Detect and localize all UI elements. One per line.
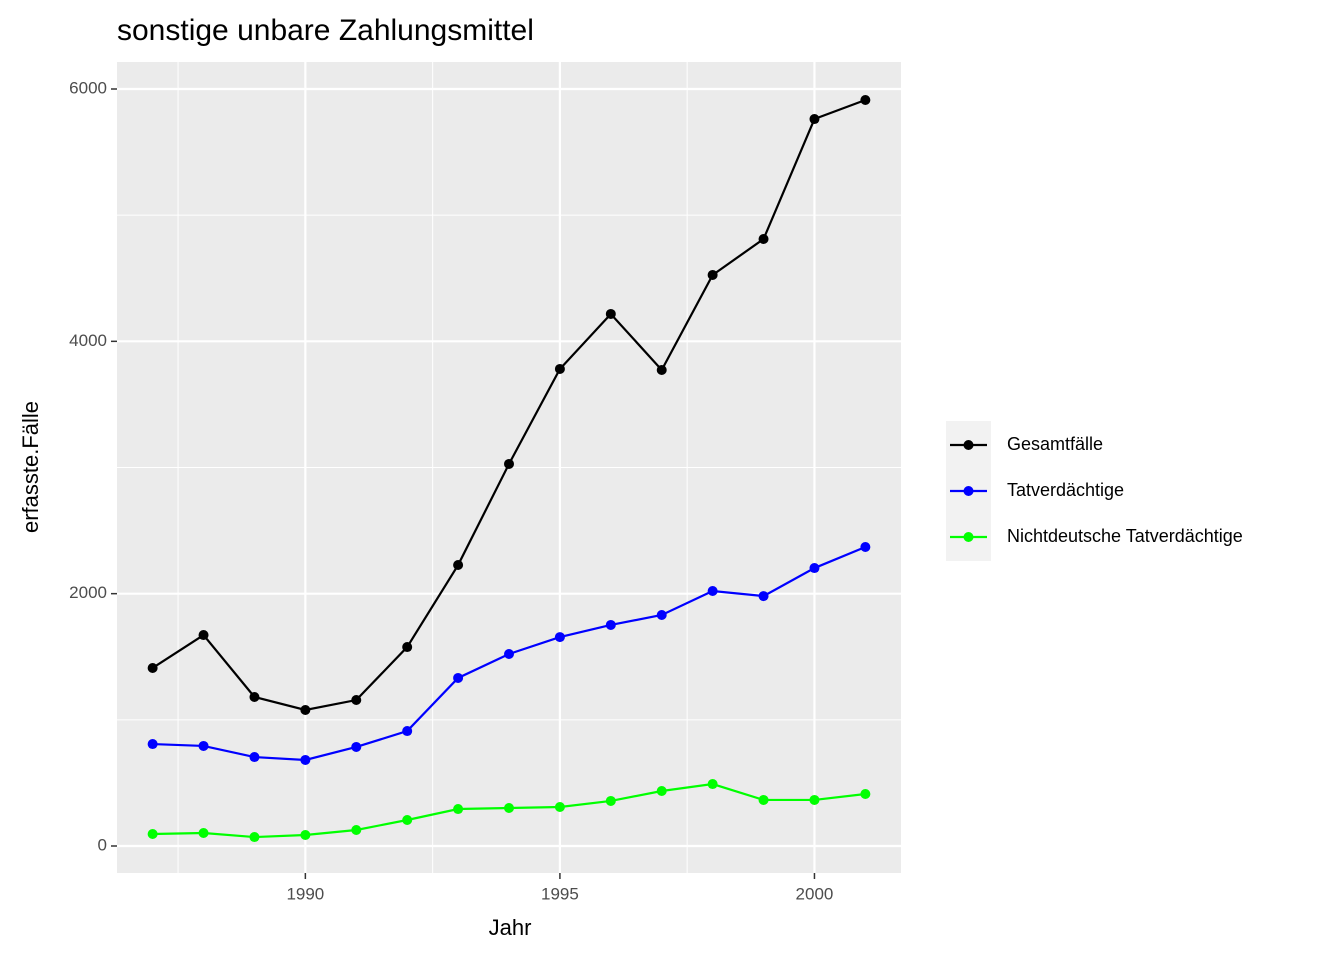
data-point [809,114,820,125]
data-point [249,752,260,763]
data-point [198,740,209,751]
data-point [402,642,413,653]
data-point [249,832,260,843]
data-point [351,824,362,835]
data-point [656,609,667,620]
y-tick-label: 6000 [69,78,107,97]
y-tick-label: 4000 [69,331,107,350]
y-tick-label: 0 [98,835,107,854]
data-point [351,741,362,752]
data-point [656,364,667,375]
data-point [147,829,158,840]
data-point [707,779,718,790]
data-point [147,739,158,750]
data-point [605,619,616,630]
legend-key-point [963,486,974,496]
x-tick-label: 2000 [796,884,834,903]
data-point [554,802,565,813]
data-point [504,458,514,469]
data-point [758,794,769,805]
data-point [554,632,565,643]
data-point [402,815,413,826]
x-tick-label: 1990 [286,884,324,903]
data-point [249,691,260,702]
legend-label: Nichtdeutsche Tatverdächtige [1007,526,1243,546]
data-point [707,586,718,597]
data-point [504,648,514,659]
data-point [758,234,769,245]
legend-label: Tatverdächtige [1007,480,1124,500]
data-point [707,269,718,280]
y-tick-label: 2000 [69,583,107,602]
data-point [605,308,616,319]
data-point [860,789,871,800]
legend-key-point [963,440,974,450]
data-point [860,94,871,105]
data-point [198,630,209,641]
data-point [351,695,362,706]
data-point [402,726,413,737]
data-point [453,560,464,571]
chart-title: sonstige unbare Zahlungsmittel [117,14,534,47]
data-point [656,785,667,796]
data-point [300,754,311,765]
data-point [809,794,820,805]
data-point [453,672,464,683]
data-point [453,804,464,815]
data-point [300,830,311,841]
data-point [860,541,871,552]
data-point [758,591,769,602]
y-axis-label: erfasste.Fälle [18,401,43,533]
data-point [605,795,616,806]
data-point [300,704,311,715]
data-point [198,828,209,839]
legend-key-point [963,532,974,542]
data-point [147,662,158,673]
data-point [554,363,565,374]
data-point [809,563,820,574]
x-tick-label: 1995 [541,884,579,903]
x-axis-label: Jahr [489,915,532,940]
legend-label: Gesamtfälle [1007,434,1103,454]
data-point [504,803,514,814]
